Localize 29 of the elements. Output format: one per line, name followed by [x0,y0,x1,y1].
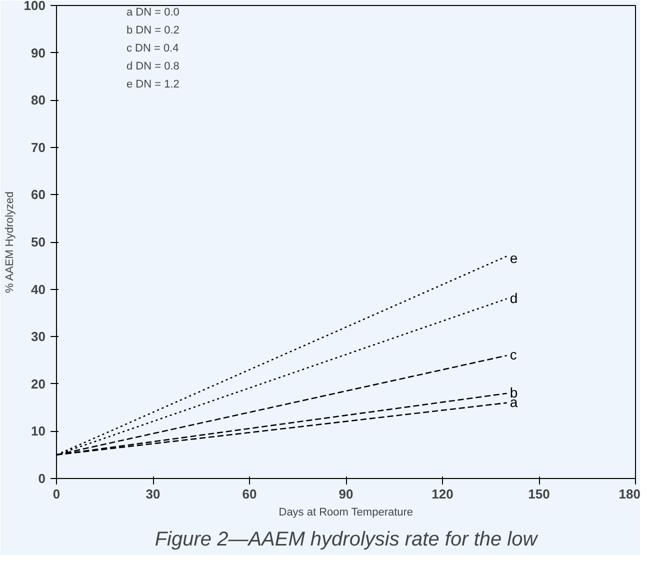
y-tick-label: 30 [31,329,46,344]
annotation: b DN = 0.2 [126,24,180,36]
y-tick-label: 40 [31,282,46,297]
y-tick-label: 10 [31,424,46,439]
y-tick-label: 80 [31,92,46,108]
annotation: e DN = 1.2 [126,78,180,90]
y-tick-label: 20 [31,376,46,392]
y-tick-label: 60 [31,187,46,202]
annotation: d DN = 0.8 [126,60,180,72]
y-tick-label: 50 [31,234,46,250]
caption: Figure 2—AAEM hydrolysis rate for the low [154,528,539,550]
x-axis-title: Days at Room Temperature [278,506,414,518]
series-label: e [510,250,518,266]
x-tick-label: 90 [338,486,354,502]
annotation: a DN = 0.0 [126,6,180,18]
y-axis-title: % AAEM Hydrolyzed [4,192,16,294]
x-tick-label: 0 [52,486,60,502]
y-tick-label: 70 [31,140,46,155]
x-tick-label: 60 [242,486,257,502]
series-label: d [510,290,518,306]
y-tick-label: 90 [31,45,46,60]
series-label: c [510,346,517,363]
x-tick-label: 30 [146,486,160,502]
y-tick-label: 100 [24,0,46,13]
annotation: c DN = 0.4 [126,42,179,54]
x-tick-label: 150 [528,486,550,502]
y-tick-label: 0 [38,471,46,486]
x-tick-label: 120 [432,486,454,502]
x-tick-label: 180 [618,486,641,502]
